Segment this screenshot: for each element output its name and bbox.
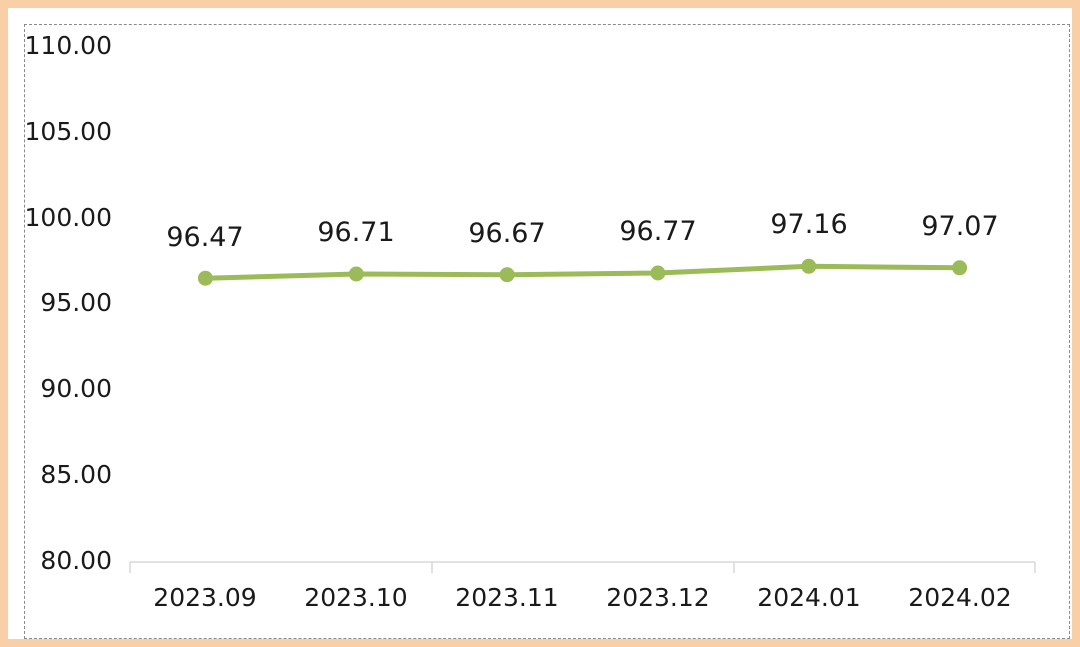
data-point-marker <box>348 266 364 282</box>
data-label: 96.77 <box>619 216 696 247</box>
series-layer <box>197 258 968 286</box>
data-label: 97.07 <box>921 211 998 242</box>
y-axis-tick-labels: 110.00 105.00 100.00 95.00 90.00 85.00 8… <box>25 31 112 575</box>
y-tick-label: 90.00 <box>40 374 112 403</box>
x-axis-tick-labels: 2023.09 2023.10 2023.11 2023.12 2024.01 … <box>153 583 1011 612</box>
x-tick-label: 2023.12 <box>606 583 709 612</box>
data-label: 97.16 <box>770 209 847 240</box>
chart-inner-dashed-border <box>24 24 1070 639</box>
y-tick-label: 85.00 <box>40 460 112 489</box>
data-labels: 96.47 96.71 96.67 96.77 97.16 97.07 <box>166 209 998 253</box>
y-tick-label: 110.00 <box>25 31 112 60</box>
data-label: 96.47 <box>166 222 243 253</box>
x-tick-label: 2024.01 <box>757 583 860 612</box>
y-tick-label: 80.00 <box>40 546 112 575</box>
data-point-marker <box>499 267 515 283</box>
x-tick-label: 2023.11 <box>455 583 558 612</box>
data-label: 96.67 <box>468 218 545 249</box>
y-tick-label: 95.00 <box>40 288 112 317</box>
data-point-marker <box>801 258 817 274</box>
data-point-marker <box>650 265 666 281</box>
y-tick-label: 100.00 <box>25 203 112 232</box>
x-axis <box>129 561 1036 573</box>
x-tick-label: 2023.09 <box>153 583 256 612</box>
data-label: 96.71 <box>317 217 394 248</box>
data-point-marker <box>952 260 968 276</box>
y-tick-label: 105.00 <box>25 117 112 146</box>
x-tick-label: 2023.10 <box>304 583 407 612</box>
series-line <box>202 263 963 281</box>
x-tick-label: 2024.02 <box>908 583 1011 612</box>
data-point-marker <box>197 270 213 286</box>
